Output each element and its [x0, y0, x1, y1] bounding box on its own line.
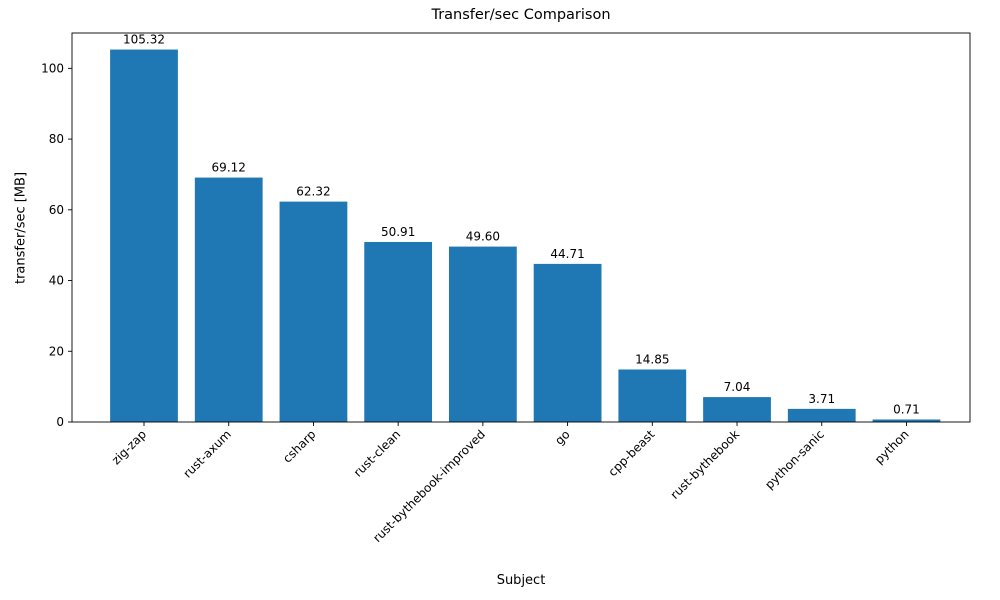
bar-value-label: 0.71	[893, 402, 920, 416]
x-tick-label: rust-clean	[351, 427, 403, 479]
bar	[787, 408, 856, 422]
bar-value-label: 50.91	[381, 225, 415, 239]
bar-value-label: 105.32	[123, 33, 165, 47]
bar	[110, 49, 178, 423]
bar-value-label: 14.85	[635, 352, 669, 366]
y-tick-label: 20	[49, 344, 64, 358]
x-tick-label: python-sanic	[762, 427, 827, 492]
bar	[618, 369, 687, 422]
bar	[279, 201, 348, 422]
y-tick-label: 80	[49, 132, 64, 146]
x-axis-label: Subject	[496, 573, 546, 588]
y-tick-label: 60	[49, 203, 64, 217]
bar	[194, 177, 263, 422]
plot-border	[71, 32, 971, 423]
x-tick-label: rust-bythebook	[668, 427, 743, 502]
bar-value-label: 69.12	[212, 161, 246, 175]
x-tick-label: python	[872, 427, 912, 467]
y-tick-label: 40	[49, 274, 64, 288]
bar-value-label: 49.60	[466, 230, 500, 244]
x-tick-label: csharp	[280, 427, 318, 465]
bar	[533, 263, 602, 422]
x-tick-label: rust-axum	[180, 427, 233, 480]
x-tick-label: go	[552, 427, 572, 447]
x-tick-label: zig-zap	[109, 427, 149, 467]
chart-title: Transfer/sec Comparison	[431, 7, 611, 23]
bar-value-label: 44.71	[550, 247, 584, 261]
bar-value-label: 7.04	[724, 380, 751, 394]
bar	[448, 246, 517, 422]
bar-value-label: 3.71	[808, 392, 835, 406]
y-axis-label: transfer/sec [MB]	[13, 171, 29, 285]
bar-value-label: 62.32	[296, 185, 330, 199]
bar	[872, 419, 941, 422]
bar	[703, 397, 771, 422]
x-tick-label: cpp-beast	[605, 427, 657, 479]
bar	[364, 241, 433, 422]
y-tick-label: 100	[41, 61, 64, 75]
y-tick-label: 0	[56, 415, 64, 429]
